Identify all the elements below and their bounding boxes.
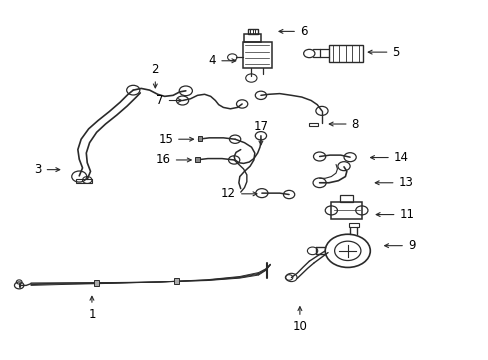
Text: 13: 13: [374, 176, 412, 189]
Bar: [328, 45, 362, 63]
Bar: [94, 279, 99, 286]
Bar: [348, 223, 358, 228]
Text: 1: 1: [88, 296, 96, 321]
Text: 4: 4: [208, 54, 235, 67]
Text: 15: 15: [158, 133, 193, 146]
Bar: [75, 179, 92, 184]
Bar: [339, 194, 352, 202]
Text: 3: 3: [34, 163, 60, 176]
Text: 11: 11: [375, 208, 413, 221]
Bar: [195, 157, 200, 162]
Bar: [244, 34, 261, 42]
Text: 10: 10: [292, 307, 306, 333]
Text: 14: 14: [370, 151, 408, 164]
Bar: [242, 42, 271, 68]
Bar: [247, 29, 258, 34]
Text: 17: 17: [253, 120, 268, 145]
Text: 6: 6: [279, 25, 307, 38]
Text: 7: 7: [156, 94, 182, 107]
Text: 9: 9: [384, 239, 414, 252]
Bar: [197, 136, 202, 141]
Text: 12: 12: [221, 187, 256, 200]
Bar: [174, 278, 179, 284]
Text: 8: 8: [328, 117, 358, 131]
Bar: [331, 202, 361, 219]
Text: 2: 2: [151, 63, 159, 88]
Text: 16: 16: [156, 153, 191, 166]
Bar: [308, 123, 317, 126]
Text: 5: 5: [367, 46, 399, 59]
